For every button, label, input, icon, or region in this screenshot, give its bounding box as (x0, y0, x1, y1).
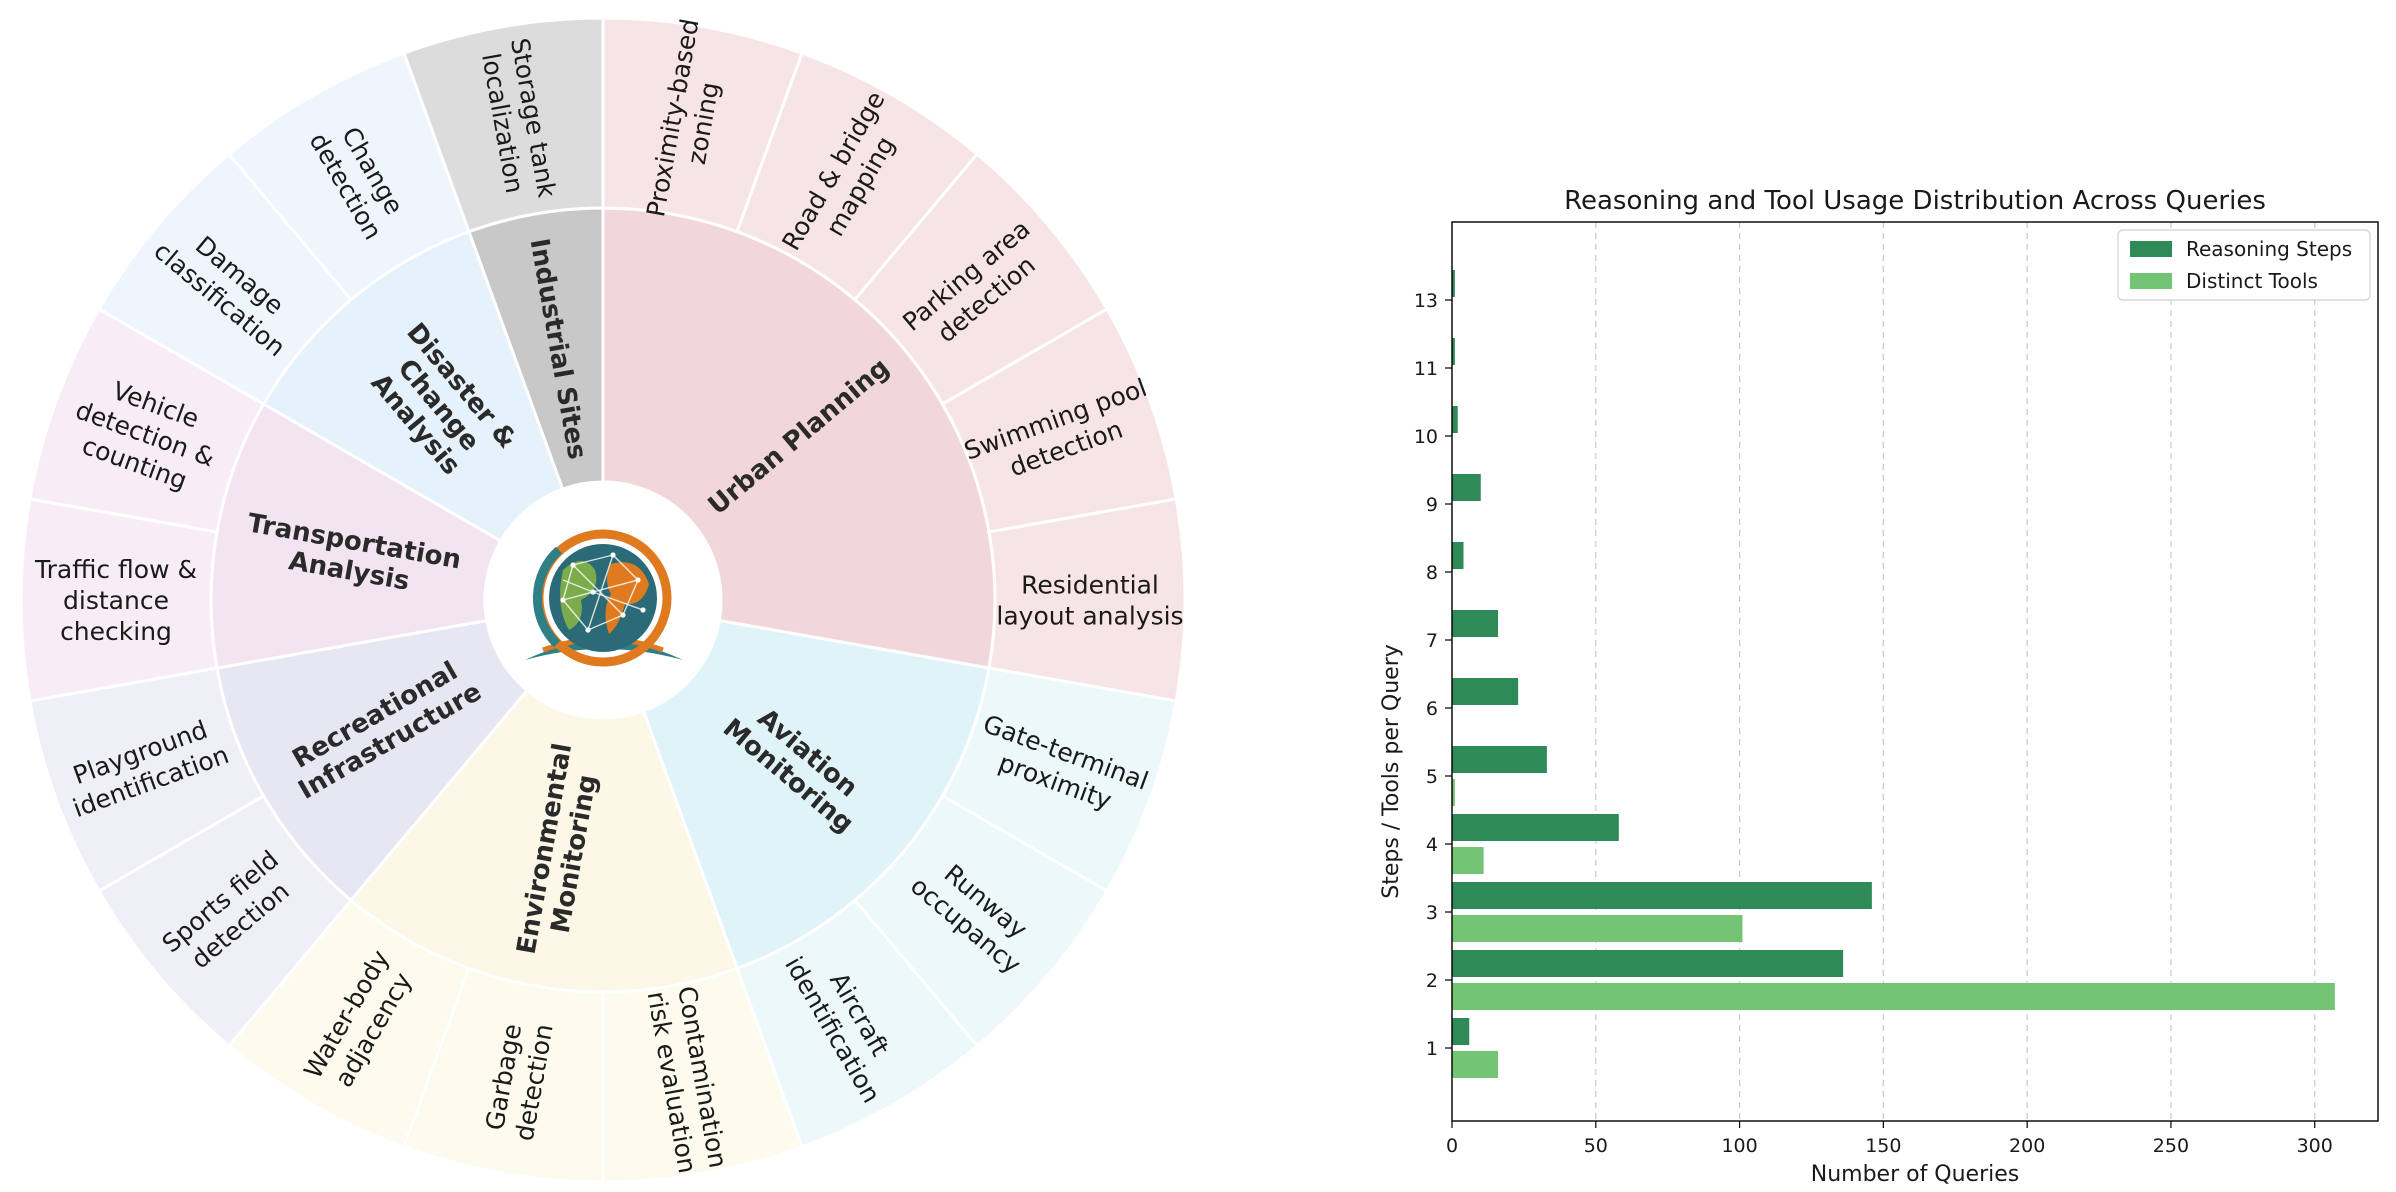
plot-frame (1451, 221, 2379, 1122)
y-tick-label: 6 (1426, 698, 1438, 720)
distinct-tools-bar-1 (1452, 1051, 1499, 1078)
legend-swatch (2130, 273, 2172, 289)
y-tick-label: 13 (1414, 290, 1438, 312)
reasoning-steps-bar-4 (1452, 814, 1619, 841)
y-tick-label: 1 (1426, 1038, 1438, 1060)
x-tick-label: 300 (2297, 1135, 2333, 1157)
y-tick-label: 11 (1414, 358, 1438, 380)
reasoning-steps-bar-8 (1452, 542, 1464, 569)
usage-bar-chart: 0 50 100 150 200 250 300 1 2 3 4 5 6 7 8 9 10 11 13 Reasoni… (1379, 186, 2379, 1187)
x-tick-label: 200 (2009, 1135, 2045, 1157)
y-tick-label: 5 (1426, 766, 1438, 788)
task-wedge-residential-layout-analysis (987, 497, 1187, 703)
x-tick-label: 0 (1446, 1135, 1458, 1157)
legend-label: Reasoning Steps (2186, 237, 2352, 261)
reasoning-steps-bar-3 (1452, 882, 1872, 909)
x-tick-label: 150 (1865, 1135, 1901, 1157)
globe-logo-icon (525, 529, 683, 667)
distinct-tools-bar-5 (1452, 779, 1455, 806)
reasoning-steps-bar-13 (1452, 270, 1455, 297)
distinct-tools-bar-3 (1452, 915, 1743, 942)
x-tick-label: 50 (1584, 1135, 1608, 1157)
chart-title: Reasoning and Tool Usage Distribution Ac… (1564, 186, 2266, 216)
legend-label: Distinct Tools (2186, 269, 2318, 293)
task-label-residential-layout-analysis: Residential layout analysis (996, 571, 1183, 631)
reasoning-steps-bar-11 (1452, 338, 1455, 365)
y-tick-label: 4 (1426, 834, 1438, 856)
x-axis-label: Number of Queries (1811, 1162, 2020, 1187)
task-wedge-storage-tank-localization (402, 16, 605, 234)
reasoning-steps-bar-5 (1452, 746, 1547, 773)
y-tick-label: 2 (1426, 970, 1438, 992)
reasoning-steps-bar-6 (1452, 678, 1519, 705)
task-label-traffic-flow-and-distance-checking: Traffic flow & distance checking (34, 555, 197, 646)
reasoning-steps-bar-9 (1452, 474, 1481, 501)
reasoning-steps-bar-2 (1452, 950, 1844, 977)
y-tick-label: 8 (1426, 562, 1438, 584)
x-tick-label: 100 (1721, 1135, 1757, 1157)
distinct-tools-bar-2 (1452, 983, 2335, 1010)
x-tick-label: 250 (2153, 1135, 2189, 1157)
reasoning-steps-bar-7 (1452, 610, 1499, 637)
legend: Reasoning Steps Distinct Tools (2117, 229, 2371, 301)
y-tick-label: 7 (1426, 630, 1438, 652)
y-tick-label: 3 (1426, 902, 1438, 924)
legend-swatch (2130, 241, 2172, 257)
distinct-tools-bar-4 (1452, 847, 1484, 874)
y-tick-label: 9 (1426, 494, 1438, 516)
reasoning-steps-bar-10 (1452, 406, 1458, 433)
y-axis-label: Steps / Tools per Query (1379, 644, 1404, 899)
reasoning-steps-bar-1 (1452, 1018, 1470, 1045)
y-tick-label: 10 (1414, 426, 1438, 448)
